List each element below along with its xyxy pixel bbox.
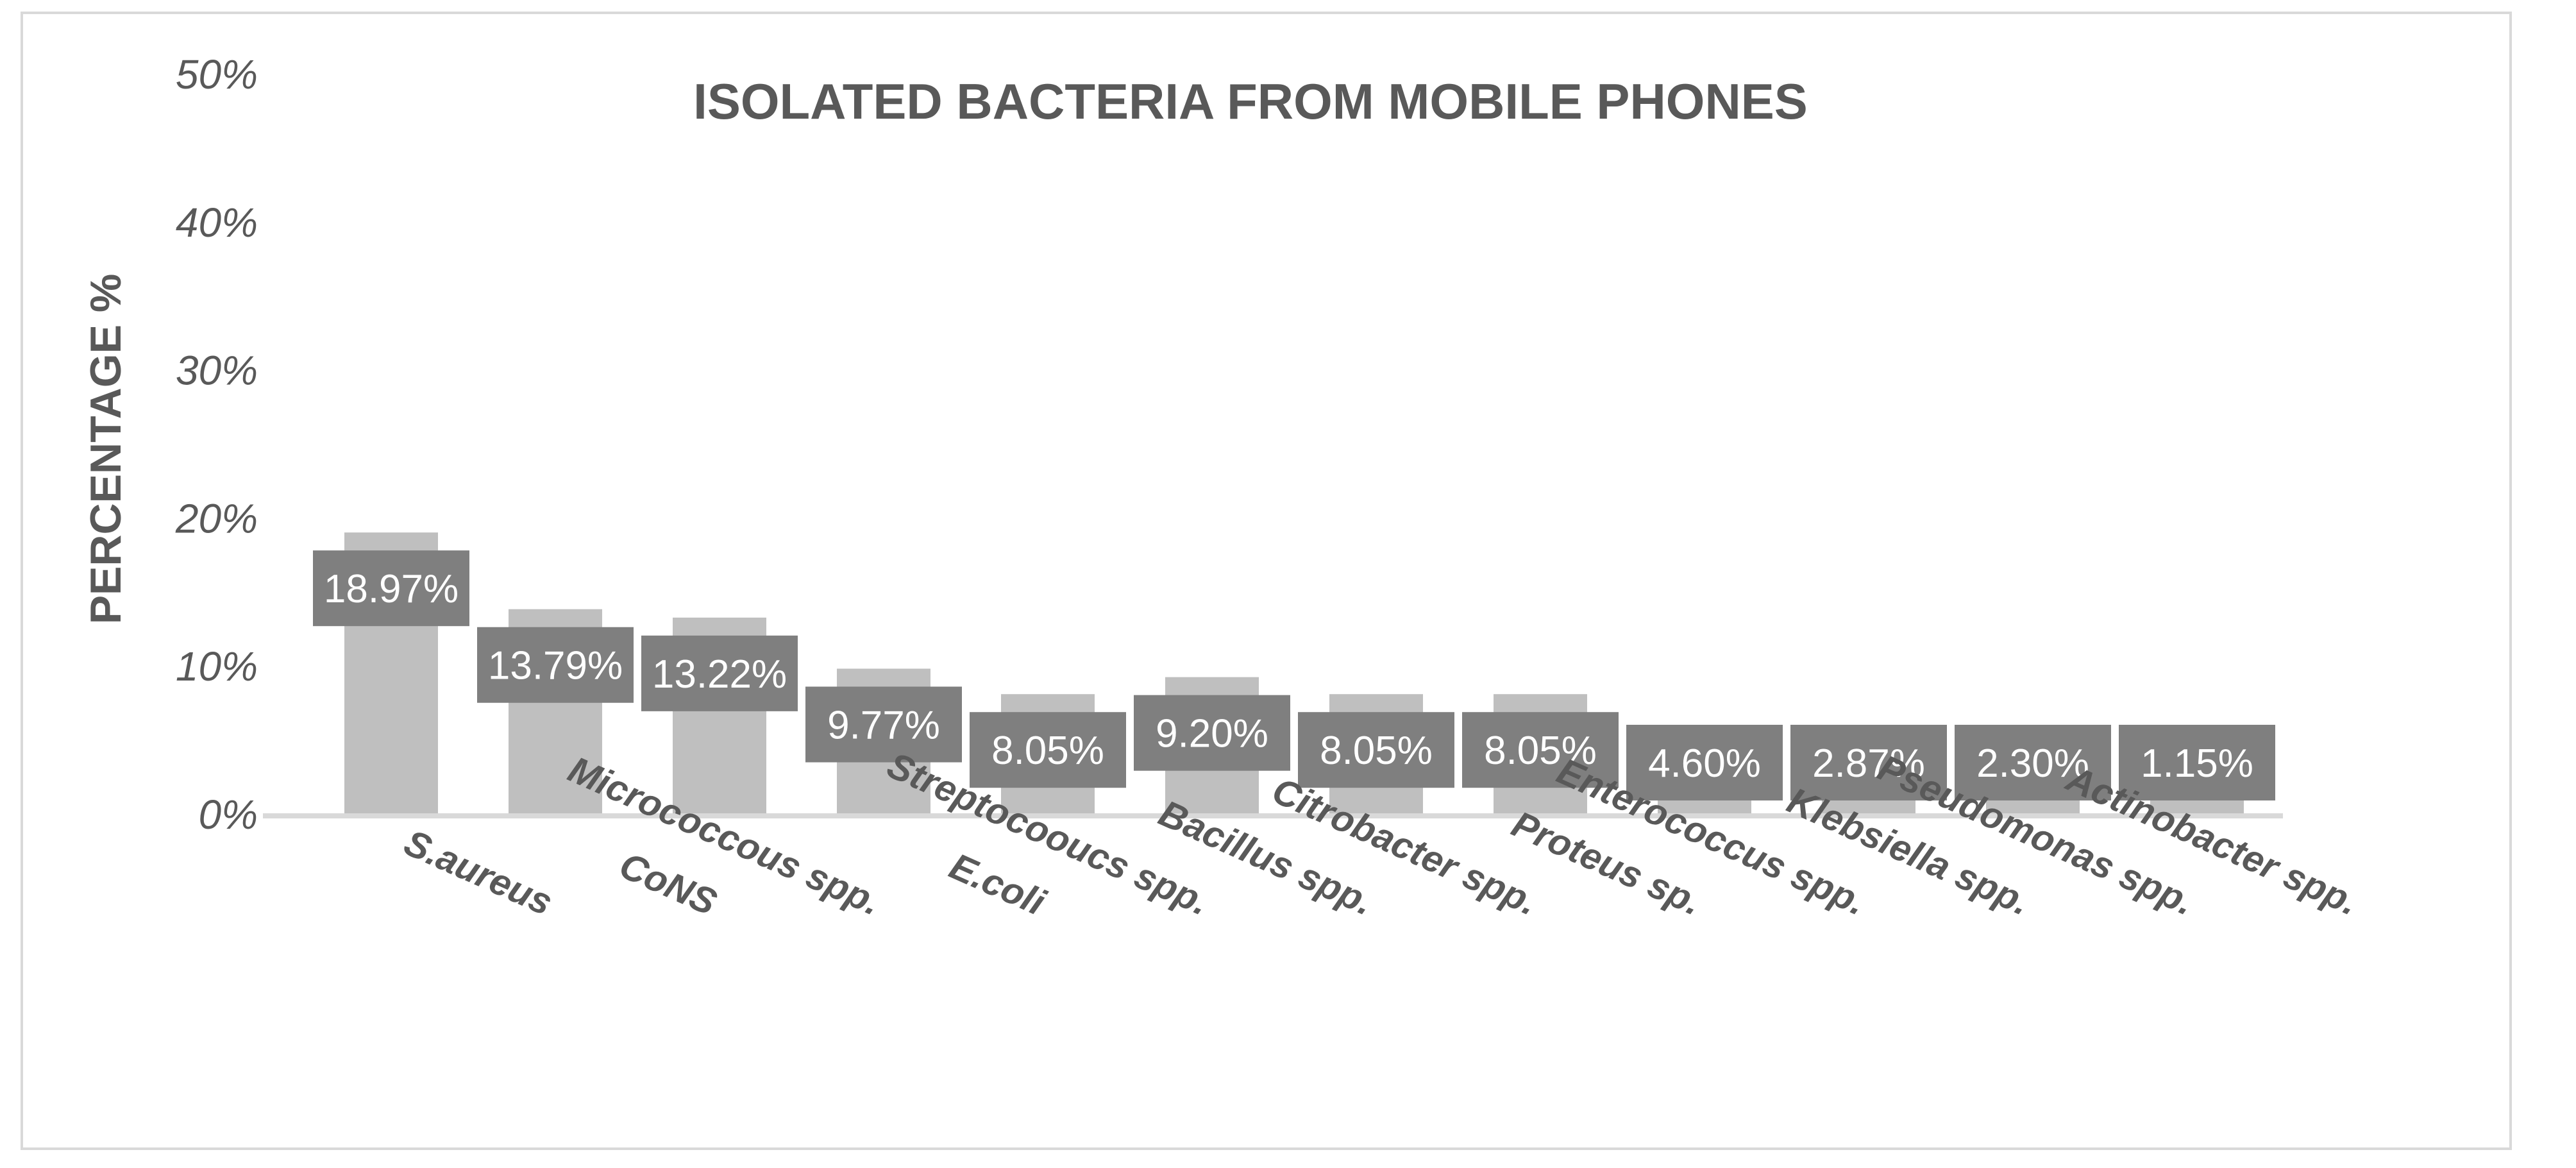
data-label-text: 18.97%: [324, 567, 459, 611]
data-label-box: [641, 635, 798, 711]
data-label: 9.20%: [1134, 695, 1290, 771]
data-label: 2.87%: [1790, 725, 1947, 800]
data-label: 13.22%: [641, 635, 798, 711]
data-label-box: [1462, 712, 1619, 788]
data-label: 8.05%: [970, 712, 1126, 788]
y-axis-ticks: 0% 10% 20% 30% 40% 50%: [175, 51, 258, 838]
data-label: 8.05%: [1462, 712, 1619, 788]
data-label: 9.77%: [805, 686, 962, 763]
data-label-text: 2.87%: [1812, 741, 1925, 786]
chart-title: ISOLATED BACTERIA FROM MOBILE PHONES: [693, 73, 1808, 130]
x-tick-label: S.aureus: [398, 822, 559, 924]
data-label-text: 8.05%: [1320, 729, 1433, 773]
data-label: 1.15%: [2119, 725, 2275, 800]
data-label: 2.30%: [1955, 725, 2111, 800]
data-label: 4.60%: [1626, 725, 1783, 800]
data-label-box: [2119, 725, 2275, 800]
x-tick-label: CoNS: [613, 844, 723, 924]
y-tick-label: 20%: [175, 495, 258, 541]
data-label-box: [477, 627, 634, 703]
data-label-box: [805, 686, 962, 763]
data-label-box: [1955, 725, 2111, 800]
y-axis-label: PERCENTAGE %: [81, 274, 130, 625]
data-label-box: [313, 550, 469, 627]
data-label-box: [970, 712, 1126, 788]
data-label-text: 4.60%: [1648, 741, 1761, 786]
y-tick-label: 0%: [199, 791, 258, 838]
y-tick-label: 40%: [176, 199, 258, 246]
data-label-text: 13.79%: [488, 644, 623, 688]
y-tick-label: 30%: [176, 348, 258, 394]
x-tick-label: E.coli: [943, 845, 1052, 924]
data-label-text: 13.22%: [652, 652, 787, 697]
data-label-box: [1134, 695, 1290, 771]
data-label-text: 2.30%: [1976, 741, 2089, 786]
data-label-box: [1298, 712, 1454, 788]
data-label-box: [1790, 725, 1947, 800]
data-label-text: 9.77%: [827, 704, 940, 748]
data-label: 18.97%: [313, 550, 469, 627]
data-label: 13.79%: [477, 627, 634, 703]
data-labels: 18.97% 13.79% 13.22% 9.77% 8.05% 9.20% 8.05% 8.…: [313, 550, 2275, 800]
data-label-box: [1626, 725, 1783, 800]
data-label-text: 8.05%: [1484, 729, 1597, 773]
data-label-text: 9.20%: [1156, 712, 1268, 756]
data-label-text: 8.05%: [991, 729, 1104, 773]
y-tick-label: 50%: [176, 51, 258, 97]
data-label: 8.05%: [1298, 712, 1454, 788]
y-tick-label: 10%: [176, 643, 258, 690]
data-label-text: 1.15%: [2141, 741, 2253, 786]
